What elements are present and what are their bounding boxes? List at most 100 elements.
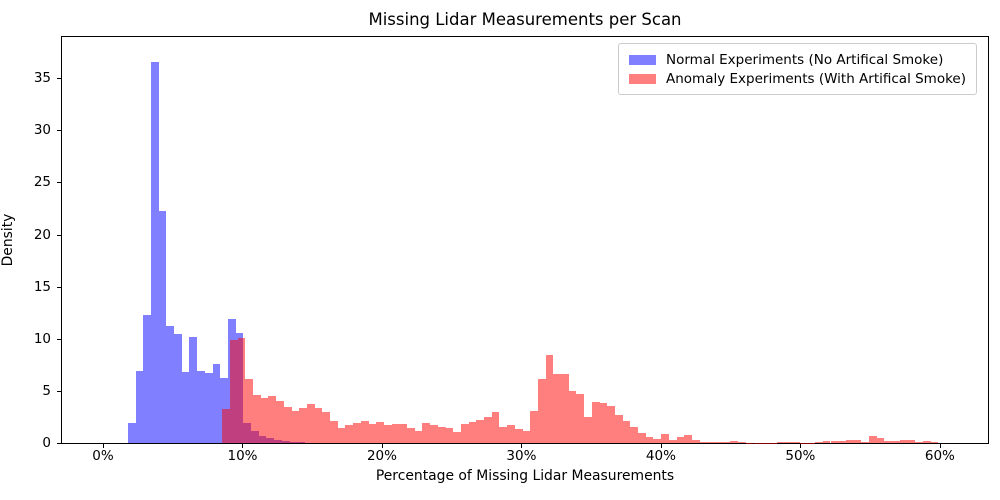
histogram-bar-anomaly <box>337 428 346 443</box>
x-tick-label: 0% <box>92 448 114 464</box>
legend-swatch-normal-icon <box>629 54 656 65</box>
histogram-bar-anomaly <box>784 441 792 443</box>
histogram-bar-anomaly <box>353 423 361 443</box>
histogram-bar-anomaly <box>314 407 323 443</box>
histogram-bar-anomaly <box>922 440 931 443</box>
histogram-bar-anomaly <box>283 406 292 443</box>
histogram-bar-anomaly <box>306 404 315 443</box>
plot-area: 0% 10% 20% 30% 40% 50% 60% 0 5 10 15 20 25 30 35 <box>34 36 989 464</box>
histogram-bar-anomaly <box>915 441 923 443</box>
histogram-bar-anomaly <box>661 433 669 443</box>
histogram-bar-anomaly <box>499 426 508 443</box>
histogram-bar-anomaly <box>899 440 908 443</box>
histogram-bar-anomaly <box>276 401 284 443</box>
histogram-bar-normal <box>158 210 167 443</box>
histogram-bar-anomaly <box>614 414 623 443</box>
y-tick-mark <box>57 443 61 444</box>
legend: Normal Experiments (No Artifical Smoke) … <box>618 43 977 95</box>
y-axis-label: Density <box>0 213 16 267</box>
histogram-bar-normal <box>197 371 205 443</box>
histogram-bar-anomaly <box>537 379 546 443</box>
histogram-bar-anomaly <box>391 423 400 443</box>
histogram-bar-anomaly <box>514 428 523 443</box>
y-tick-label: 10 <box>33 330 51 347</box>
histogram-bar-anomaly <box>453 432 461 443</box>
histogram-bar-anomaly <box>591 402 600 443</box>
histogram-bar-anomaly <box>699 441 708 443</box>
y-tick-mark <box>57 338 61 340</box>
histogram-bar-anomaly <box>830 440 839 443</box>
histogram-bar-anomaly <box>330 421 338 443</box>
histogram-bar-anomaly <box>291 410 300 443</box>
histogram-bar-anomaly <box>383 425 392 443</box>
histogram-bar-anomaly <box>907 440 916 443</box>
histogram-bar-normal <box>135 371 144 443</box>
histogram-bar-anomaly <box>253 395 261 443</box>
y-tick-mark <box>57 130 61 132</box>
histogram-bar-anomaly <box>260 398 269 443</box>
histogram-bar-anomaly <box>607 405 615 443</box>
histogram-bar-anomaly <box>691 440 700 443</box>
histogram-bar-anomaly <box>868 435 877 443</box>
histogram-bar-anomaly <box>484 417 492 443</box>
histogram-bar-anomaly <box>561 374 569 443</box>
histogram-bar-anomaly <box>715 442 723 443</box>
x-tick-label: 40% <box>645 448 676 464</box>
y-tick-label: 5 <box>42 382 51 399</box>
histogram-bar-anomaly <box>676 437 685 443</box>
histogram-bar-anomaly <box>645 436 654 443</box>
histogram-bar-anomaly <box>638 432 646 443</box>
histogram-bar-normal <box>212 363 221 443</box>
histogram-bar-anomaly <box>684 434 692 443</box>
y-tick-mark <box>57 390 61 392</box>
legend-label-anomaly: Anomaly Experiments (With Artifical Smok… <box>666 70 966 87</box>
histogram-bar-anomaly <box>707 442 715 443</box>
histogram-bar-anomaly <box>222 408 230 443</box>
histogram-bar-anomaly <box>299 407 307 443</box>
histogram-bar-anomaly <box>553 374 562 443</box>
x-tick-mark <box>521 444 523 448</box>
histogram-bar-anomaly <box>622 421 631 443</box>
histogram-bar-anomaly <box>884 440 893 443</box>
histogram-bar-anomaly <box>376 422 384 443</box>
histogram-bar-anomaly <box>792 442 800 443</box>
histogram-bar-anomaly <box>476 420 485 443</box>
x-tick-label: 10% <box>227 448 258 464</box>
histogram-bar-anomaly <box>460 423 469 443</box>
histogram-bar-anomaly <box>407 428 415 443</box>
legend-swatch-anomaly-icon <box>629 73 656 84</box>
legend-item-anomaly: Anomaly Experiments (With Artifical Smok… <box>629 69 966 88</box>
y-tick-label: 30 <box>33 122 51 139</box>
histogram-bar-anomaly <box>345 424 354 443</box>
x-tick-mark <box>103 444 104 448</box>
x-tick-mark <box>939 444 941 448</box>
histogram-bar-anomaly <box>237 337 246 443</box>
histogram-bar-anomaly <box>668 439 677 443</box>
x-tick-mark <box>242 444 244 448</box>
histogram-bar-normal <box>143 314 151 443</box>
histogram-bar-anomaly <box>861 441 869 443</box>
histogram-bar-anomaly <box>491 411 500 443</box>
histogram-bar-anomaly <box>930 441 939 443</box>
histogram-bar-anomaly <box>445 428 454 443</box>
histogram-series-anomaly <box>62 37 988 443</box>
histogram-bar-anomaly <box>422 423 431 443</box>
histogram-bar-anomaly <box>776 442 785 443</box>
histogram-bar-anomaly <box>468 422 477 443</box>
histogram-layers <box>62 37 988 443</box>
histogram-bar-anomaly <box>630 427 638 443</box>
y-tick-mark <box>57 78 61 80</box>
x-axis-label: Percentage of Missing Lidar Measurements <box>375 468 675 484</box>
y-tick-label: 20 <box>33 226 51 243</box>
x-tick-mark <box>381 444 383 448</box>
histogram-bar-anomaly <box>568 390 577 443</box>
y-tick-label: 25 <box>33 174 51 191</box>
histogram-bar-anomaly <box>599 403 608 443</box>
legend-label-normal: Normal Experiments (No Artifical Smoke) <box>666 51 944 68</box>
histogram-bar-anomaly <box>399 424 408 443</box>
histogram-bar-normal <box>166 326 175 443</box>
histogram-bar-anomaly <box>522 430 531 443</box>
histogram-bar-anomaly <box>822 440 831 443</box>
histogram-bar-anomaly <box>545 355 554 443</box>
histogram-bar-anomaly <box>876 438 885 443</box>
